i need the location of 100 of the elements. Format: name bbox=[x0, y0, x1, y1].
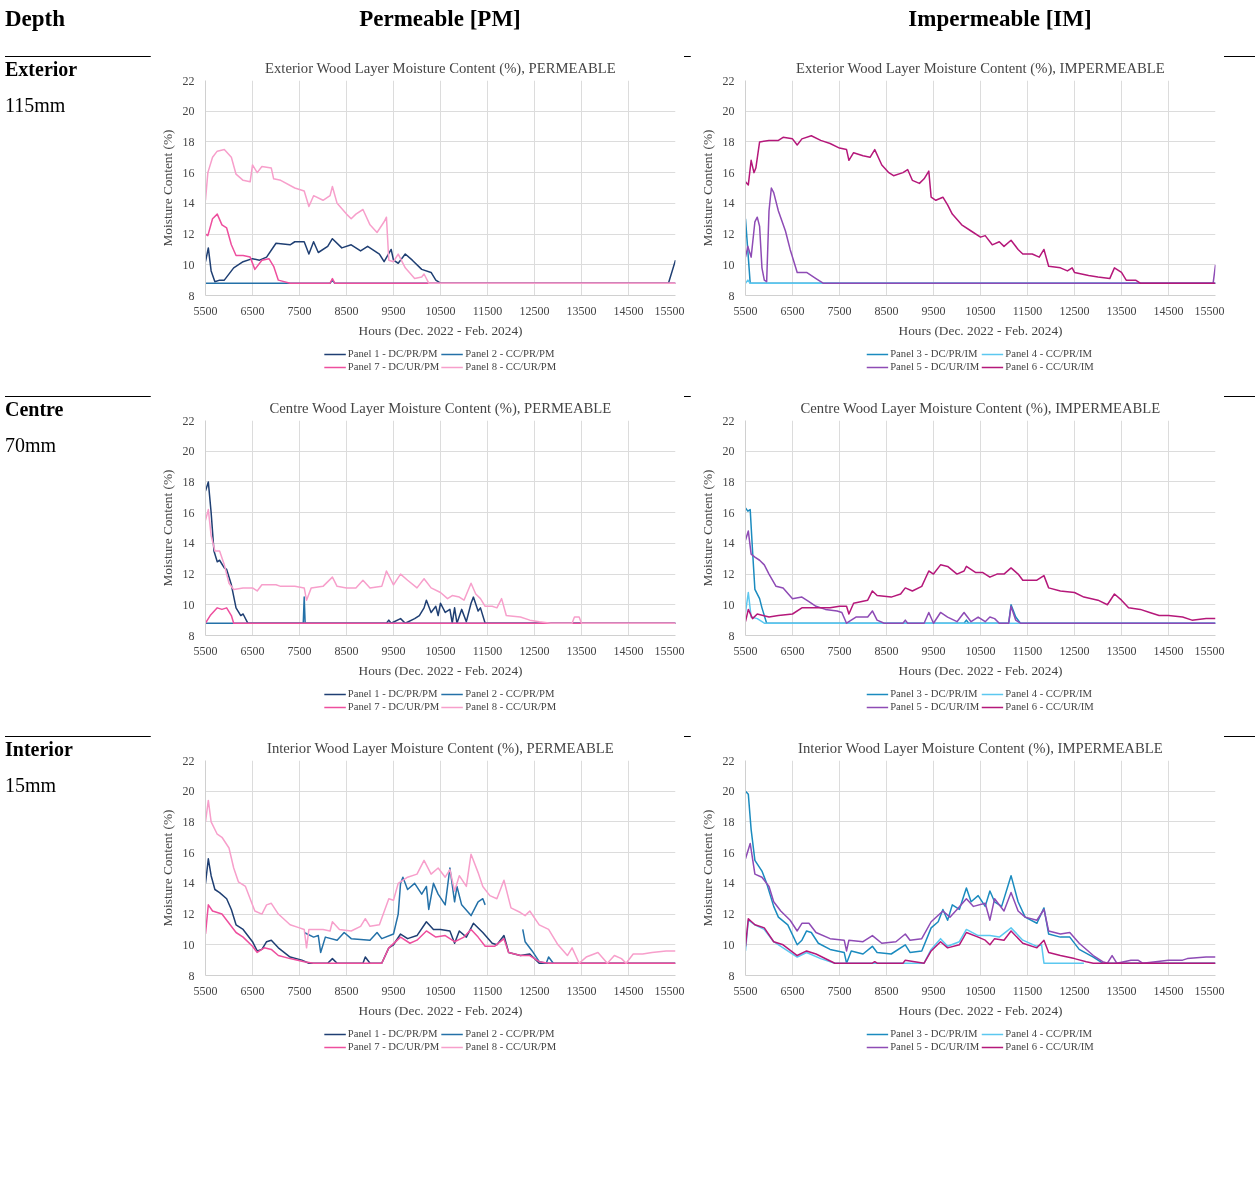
x-axis-title: Hours (Dec. 2022 - Feb. 2024) bbox=[898, 662, 1063, 678]
x-tick-label: 10500 bbox=[965, 303, 996, 318]
x-tick-label: 6500 bbox=[240, 303, 265, 318]
y-tick-label: 22 bbox=[182, 413, 195, 428]
legend-label: Panel 5 - DC/UR/IM bbox=[890, 361, 980, 372]
y-tick-label: 18 bbox=[722, 814, 735, 829]
chart-title: Centre Wood Layer Moisture Content (%), IMPERMEABLE bbox=[800, 399, 1161, 417]
legend-label: Panel 2 - CC/PR/PM bbox=[465, 1028, 555, 1039]
x-tick-label: 10500 bbox=[425, 983, 456, 998]
x-tick-label: 7500 bbox=[287, 643, 312, 658]
y-tick-label: 16 bbox=[182, 165, 195, 180]
x-axis-title: Hours (Dec. 2022 - Feb. 2024) bbox=[898, 1002, 1063, 1018]
y-tick-label: 18 bbox=[722, 134, 735, 149]
x-tick-label: 7500 bbox=[827, 303, 852, 318]
legend-label: Panel 4 - CC/PR/IM bbox=[1005, 1028, 1093, 1039]
text: 15mm bbox=[5, 773, 57, 797]
x-tick-label: 11500 bbox=[472, 303, 503, 318]
y-tick-label: 12 bbox=[722, 227, 735, 242]
legend-label: Panel 6 - CC/UR/IM bbox=[1005, 361, 1094, 372]
y-tick-label: 14 bbox=[722, 536, 735, 551]
y-tick-label: 22 bbox=[722, 73, 735, 88]
x-tick-label: 11500 bbox=[1012, 303, 1043, 318]
y-tick-label: 18 bbox=[182, 134, 195, 149]
y-tick-label: 20 bbox=[182, 784, 195, 799]
x-tick-label: 6500 bbox=[240, 643, 265, 658]
y-tick-label: 8 bbox=[728, 288, 735, 303]
x-tick-label: 10500 bbox=[425, 643, 456, 658]
y-tick-label: 16 bbox=[182, 505, 195, 520]
y-tick-label: 12 bbox=[182, 227, 195, 242]
y-axis-title: Moisture Content (%) bbox=[159, 809, 175, 927]
legend-label: Panel 7 - DC/UR/PM bbox=[347, 701, 440, 712]
y-tick-label: 16 bbox=[722, 165, 735, 180]
x-tick-label: 9500 bbox=[921, 983, 946, 998]
x-tick-label: 14500 bbox=[613, 303, 644, 318]
x-tick-label: 11500 bbox=[1012, 643, 1043, 658]
x-tick-label: 13500 bbox=[566, 983, 597, 998]
y-tick-label: 10 bbox=[722, 597, 735, 612]
x-tick-label: 7500 bbox=[827, 983, 852, 998]
x-tick-label: 15500 bbox=[1194, 983, 1225, 998]
chart-title: Interior Wood Layer Moisture Content (%), PERMEABLE bbox=[267, 739, 614, 757]
x-tick-label: 9500 bbox=[381, 303, 406, 318]
legend-label: Panel 6 - CC/UR/IM bbox=[1005, 1041, 1094, 1052]
x-tick-label: 12500 bbox=[519, 983, 550, 998]
x-tick-label: 15500 bbox=[654, 983, 685, 998]
x-tick-label: 13500 bbox=[1106, 643, 1137, 658]
legend-label: Panel 1 - DC/PR/PM bbox=[347, 1028, 438, 1039]
x-tick-label: 6500 bbox=[780, 983, 805, 998]
x-tick-label: 12500 bbox=[1059, 303, 1090, 318]
y-tick-label: 12 bbox=[722, 567, 735, 582]
x-axis-title: Hours (Dec. 2022 - Feb. 2024) bbox=[358, 322, 523, 338]
x-tick-label: 9500 bbox=[381, 983, 406, 998]
x-tick-label: 14500 bbox=[1153, 643, 1184, 658]
y-tick-label: 12 bbox=[182, 567, 195, 582]
x-tick-label: 14500 bbox=[613, 983, 644, 998]
x-tick-label: 7500 bbox=[287, 983, 312, 998]
legend-label: Panel 4 - CC/PR/IM bbox=[1005, 688, 1093, 699]
legend-label: Panel 3 - DC/PR/IM bbox=[890, 348, 978, 359]
x-tick-label: 9500 bbox=[921, 303, 946, 318]
y-axis-title: Moisture Content (%) bbox=[699, 129, 715, 247]
legend-label: Panel 6 - CC/UR/IM bbox=[1005, 701, 1094, 712]
y-tick-label: 20 bbox=[722, 784, 735, 799]
y-tick-label: 18 bbox=[182, 474, 195, 489]
y-tick-label: 8 bbox=[728, 968, 735, 983]
x-tick-label: 14500 bbox=[1153, 983, 1184, 998]
x-tick-label: 8500 bbox=[874, 983, 899, 998]
y-tick-label: 10 bbox=[722, 937, 735, 952]
y-tick-label: 14 bbox=[722, 876, 735, 891]
y-tick-label: 16 bbox=[722, 845, 735, 860]
y-axis-title: Moisture Content (%) bbox=[159, 129, 175, 247]
legend-label: Panel 3 - DC/PR/IM bbox=[890, 1028, 978, 1039]
text: Depth bbox=[5, 5, 66, 33]
x-tick-label: 7500 bbox=[827, 643, 852, 658]
x-tick-label: 12500 bbox=[1059, 983, 1090, 998]
y-tick-label: 16 bbox=[182, 845, 195, 860]
x-tick-label: 12500 bbox=[1059, 643, 1090, 658]
text: Interior bbox=[5, 737, 73, 761]
x-tick-label: 5500 bbox=[193, 643, 218, 658]
y-tick-label: 22 bbox=[182, 73, 195, 88]
y-tick-label: 8 bbox=[728, 628, 735, 643]
y-tick-label: 14 bbox=[182, 196, 195, 211]
x-tick-label: 14500 bbox=[613, 643, 644, 658]
x-tick-label: 5500 bbox=[733, 983, 758, 998]
y-tick-label: 12 bbox=[182, 907, 195, 922]
y-tick-label: 18 bbox=[722, 474, 735, 489]
x-tick-label: 15500 bbox=[654, 303, 685, 318]
y-tick-label: 8 bbox=[188, 628, 195, 643]
y-tick-label: 12 bbox=[722, 907, 735, 922]
legend-label: Panel 8 - CC/UR/PM bbox=[465, 701, 557, 712]
x-tick-label: 13500 bbox=[1106, 303, 1137, 318]
y-tick-label: 22 bbox=[182, 753, 195, 768]
x-tick-label: 12500 bbox=[519, 643, 550, 658]
x-tick-label: 10500 bbox=[965, 983, 996, 998]
y-tick-label: 14 bbox=[722, 196, 735, 211]
x-tick-label: 15500 bbox=[1194, 303, 1225, 318]
x-tick-label: 8500 bbox=[334, 983, 359, 998]
legend-label: Panel 2 - CC/PR/PM bbox=[465, 688, 555, 699]
x-tick-label: 15500 bbox=[1194, 643, 1225, 658]
x-tick-label: 10500 bbox=[965, 643, 996, 658]
y-tick-label: 10 bbox=[182, 597, 195, 612]
y-tick-label: 22 bbox=[722, 753, 735, 768]
